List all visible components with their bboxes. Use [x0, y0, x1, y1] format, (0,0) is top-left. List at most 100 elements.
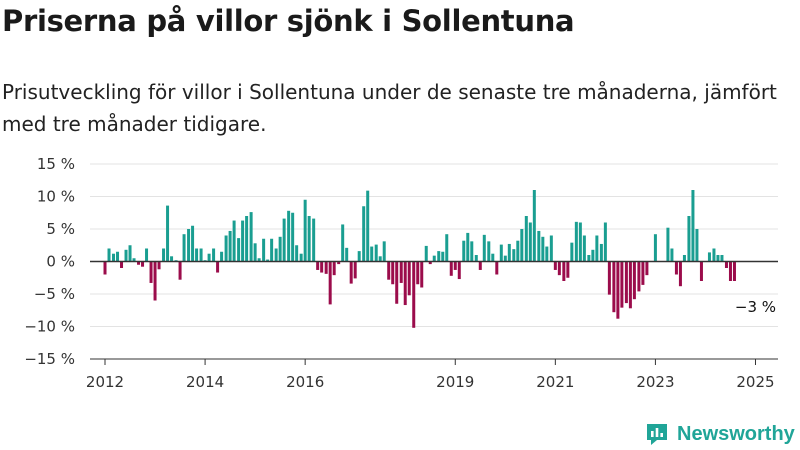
bar [637, 261, 641, 292]
bar [237, 238, 241, 262]
bar [320, 261, 324, 273]
bar [603, 222, 607, 262]
bar [449, 261, 453, 276]
newsworthy-logo-icon [647, 424, 667, 445]
y-tick-label: 5 % [46, 220, 75, 238]
bar [528, 222, 532, 262]
bar [707, 252, 711, 262]
bar [253, 243, 257, 262]
chart-title: Priserna på villor sjönk i Sollentuna [2, 4, 575, 38]
x-tick-label: 2014 [186, 373, 224, 391]
x-tick-label: 2025 [736, 373, 774, 391]
bar [445, 234, 449, 262]
x-tick-label: 2016 [286, 373, 324, 391]
bar [391, 261, 395, 285]
bar [212, 248, 216, 262]
bar [595, 235, 599, 262]
bar [557, 261, 561, 276]
bar [491, 253, 495, 262]
bar [562, 261, 566, 281]
bar [257, 258, 261, 262]
bar [245, 216, 249, 262]
bar [128, 245, 132, 262]
bar [178, 261, 182, 280]
bar [324, 261, 328, 274]
bar [345, 247, 349, 262]
bar [666, 227, 670, 262]
bar [537, 230, 541, 262]
bar [624, 261, 628, 304]
bar [228, 230, 232, 262]
bar [691, 190, 695, 262]
bar [191, 225, 195, 262]
bar [387, 261, 391, 280]
bar [307, 216, 311, 262]
bar [674, 261, 678, 275]
bar [282, 218, 286, 262]
bar [432, 255, 436, 262]
bar [599, 243, 603, 262]
bar [712, 248, 716, 262]
bar [182, 234, 186, 262]
bar [520, 229, 524, 262]
bar [241, 220, 245, 262]
bar [532, 190, 536, 262]
bar [216, 261, 220, 273]
bar [374, 244, 378, 262]
bar [591, 249, 595, 262]
bar [145, 248, 149, 262]
bar [249, 212, 253, 262]
bar [403, 261, 407, 306]
bar [170, 256, 174, 262]
bar [103, 261, 107, 275]
bar [316, 261, 320, 270]
bar [716, 255, 720, 262]
bar [720, 255, 724, 262]
bar [195, 248, 199, 262]
bar [382, 241, 386, 262]
bar [616, 261, 620, 319]
bar [441, 251, 445, 262]
bar [295, 245, 299, 262]
bar [137, 261, 141, 265]
bar [437, 251, 441, 262]
bar [266, 259, 270, 262]
bar [457, 261, 461, 280]
bar [328, 261, 332, 305]
bar [478, 261, 482, 270]
y-axis-labels: 15 % 10 % 5 % 0 % −5 % −10 % −15 % [24, 155, 75, 368]
bar [199, 248, 203, 262]
bar [370, 246, 374, 262]
bar [453, 261, 457, 270]
bar [299, 253, 303, 262]
bar [632, 261, 636, 300]
bar [287, 210, 291, 262]
y-tick-label: 15 % [37, 155, 75, 173]
bar [503, 255, 507, 262]
bar [107, 248, 111, 262]
bar [553, 261, 557, 270]
x-tick-label: 2012 [86, 373, 124, 391]
bar [620, 261, 624, 308]
bar [332, 261, 336, 276]
x-tick-label: 2019 [436, 373, 474, 391]
bar [420, 261, 424, 288]
bar [274, 248, 278, 262]
brand-logo: Newsworthy [644, 420, 795, 448]
y-tick-label: 0 % [46, 253, 75, 271]
bar [462, 240, 466, 262]
bar [628, 261, 632, 309]
bar [578, 222, 582, 262]
bar [728, 261, 732, 281]
bar [120, 261, 124, 268]
bar [641, 261, 645, 285]
bar [541, 236, 545, 262]
bar [524, 216, 528, 262]
bar [566, 261, 570, 278]
bar [428, 261, 432, 265]
bar [612, 261, 616, 313]
bar [545, 246, 549, 262]
bar [357, 251, 361, 262]
bar [549, 235, 553, 262]
bar [124, 249, 128, 262]
